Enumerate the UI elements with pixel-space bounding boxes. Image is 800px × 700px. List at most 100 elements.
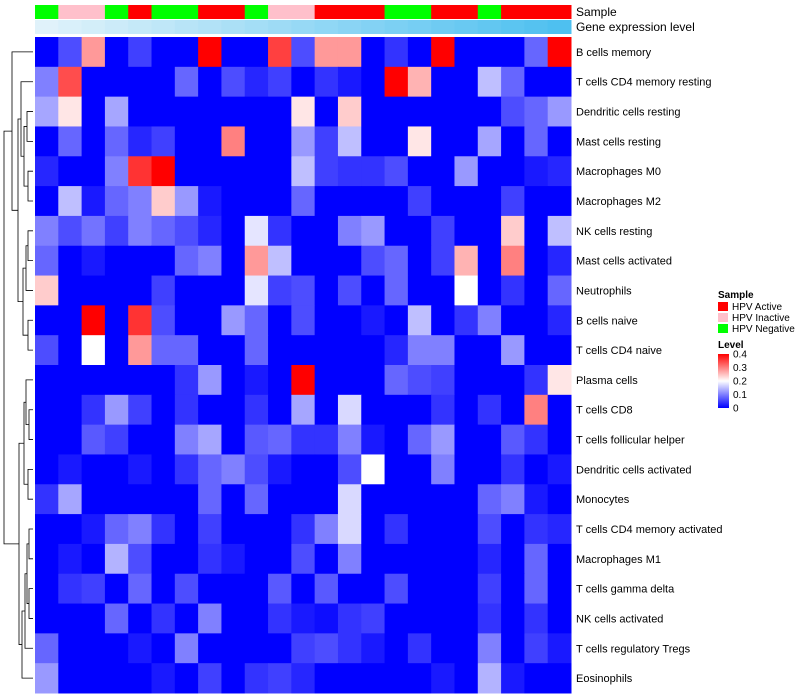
heatmap-cell (524, 305, 549, 336)
heatmap-cell (268, 424, 292, 455)
heatmap-cell (501, 245, 525, 277)
heatmap-cell (128, 96, 153, 127)
level-legend-tick: 0.1 (733, 390, 747, 401)
heatmap-cell (454, 66, 479, 98)
heatmap-cell (501, 603, 525, 634)
heatmap-cell (337, 454, 362, 485)
heatmap-cell (244, 96, 269, 127)
heatmap-cell (337, 633, 362, 664)
heatmap-cell (104, 156, 129, 187)
heatmap-cell (431, 66, 455, 98)
heatmap-cell (104, 215, 129, 247)
heatmap-cell (35, 663, 59, 694)
row-label: Mast cells resting (576, 136, 661, 148)
heatmap-cell (198, 424, 222, 455)
heatmap-cell (384, 484, 409, 515)
heatmap-cell (454, 543, 479, 575)
heatmap-cell (314, 335, 339, 366)
heatmap-cell (35, 514, 59, 545)
heatmap-cell (361, 215, 386, 247)
heatmap-cell (454, 633, 479, 664)
heatmap-cell (477, 96, 502, 127)
heatmap-cell (58, 275, 83, 306)
heatmap-cell (128, 215, 153, 247)
heatmap-cell (58, 215, 83, 247)
heatmap-cell (337, 484, 362, 515)
heatmap-cell (291, 454, 316, 485)
heatmap-cell (431, 365, 455, 396)
heatmap-cell (244, 514, 269, 545)
heatmap-cell (174, 126, 199, 157)
heatmap-cell (128, 335, 153, 366)
heatmap-cell (128, 514, 153, 545)
heatmap-cell (221, 186, 246, 217)
heatmap-cell (501, 96, 525, 127)
heatmap-cell (198, 215, 222, 247)
row-label: Dendritic cells activated (576, 464, 692, 476)
heatmap-cell (198, 603, 222, 634)
gene-expression-annotation-cell (337, 20, 362, 34)
heatmap-cell (104, 96, 129, 127)
heatmap-cell (221, 215, 246, 247)
dendrogram-branch (17, 118, 23, 303)
sample-annotation-cell (314, 5, 339, 19)
heatmap-cell (35, 275, 59, 306)
heatmap-cell (244, 633, 269, 664)
heatmap-cell (524, 484, 549, 515)
heatmap-cell (35, 215, 59, 247)
heatmap-cell (431, 514, 455, 545)
heatmap-cell (244, 335, 269, 366)
heatmap-cell (477, 573, 502, 605)
heatmap-cell (151, 245, 176, 277)
heatmap-cell (104, 245, 129, 277)
heatmap-cell (81, 305, 106, 336)
heatmap-cell (221, 96, 246, 127)
heatmap-cell (244, 454, 269, 485)
sample-legend-label: HPV Active (732, 302, 782, 313)
heatmap-cell (268, 514, 292, 545)
level-legend: Level 0.4 0.3 0.2 0.1 0 (718, 340, 747, 415)
row-label: Eosinophils (576, 673, 633, 685)
heatmap-cell (174, 633, 199, 664)
level-colorbar (718, 354, 729, 408)
heatmap-cell (477, 37, 502, 68)
heatmap-cell (221, 543, 246, 575)
level-legend-tick: 0.4 (733, 350, 747, 361)
heatmap-cell (501, 394, 525, 426)
heatmap-cell (81, 484, 106, 515)
heatmap-cell (501, 365, 525, 396)
heatmap-cell (151, 305, 176, 336)
sample-legend-swatch (718, 313, 728, 322)
heatmap-cell (384, 245, 409, 277)
heatmap-cell (384, 663, 409, 694)
heatmap-cell (58, 603, 83, 634)
row-dendrogram (3, 51, 33, 679)
heatmap-cell (198, 514, 222, 545)
heatmap-cell (81, 543, 106, 575)
heatmap-cell (104, 663, 129, 694)
heatmap-cell (337, 394, 362, 426)
heatmap-cell (35, 633, 59, 664)
gene-expression-annotation-cell (384, 20, 409, 34)
heatmap-cell (174, 305, 199, 336)
heatmap-cell (384, 603, 409, 634)
row-label: Neutrophils (576, 285, 632, 297)
heatmap-cell (291, 37, 316, 68)
heatmap-cell (431, 484, 455, 515)
heatmap-cell (151, 365, 176, 396)
heatmap-cell (524, 424, 549, 455)
heatmap-cell (454, 603, 479, 634)
heatmap-cell (477, 335, 502, 366)
heatmap-cell (151, 394, 176, 426)
heatmap-cell (221, 663, 246, 694)
dendrogram-branch (3, 130, 19, 545)
heatmap-cell (174, 603, 199, 634)
heatmap-cell (384, 543, 409, 575)
heatmap-cell (81, 633, 106, 664)
heatmap-cell (81, 66, 106, 98)
heatmap-cell (58, 514, 83, 545)
heatmap-cell (477, 186, 502, 217)
heatmap-cell (291, 573, 316, 605)
heatmap-cell (477, 484, 502, 515)
